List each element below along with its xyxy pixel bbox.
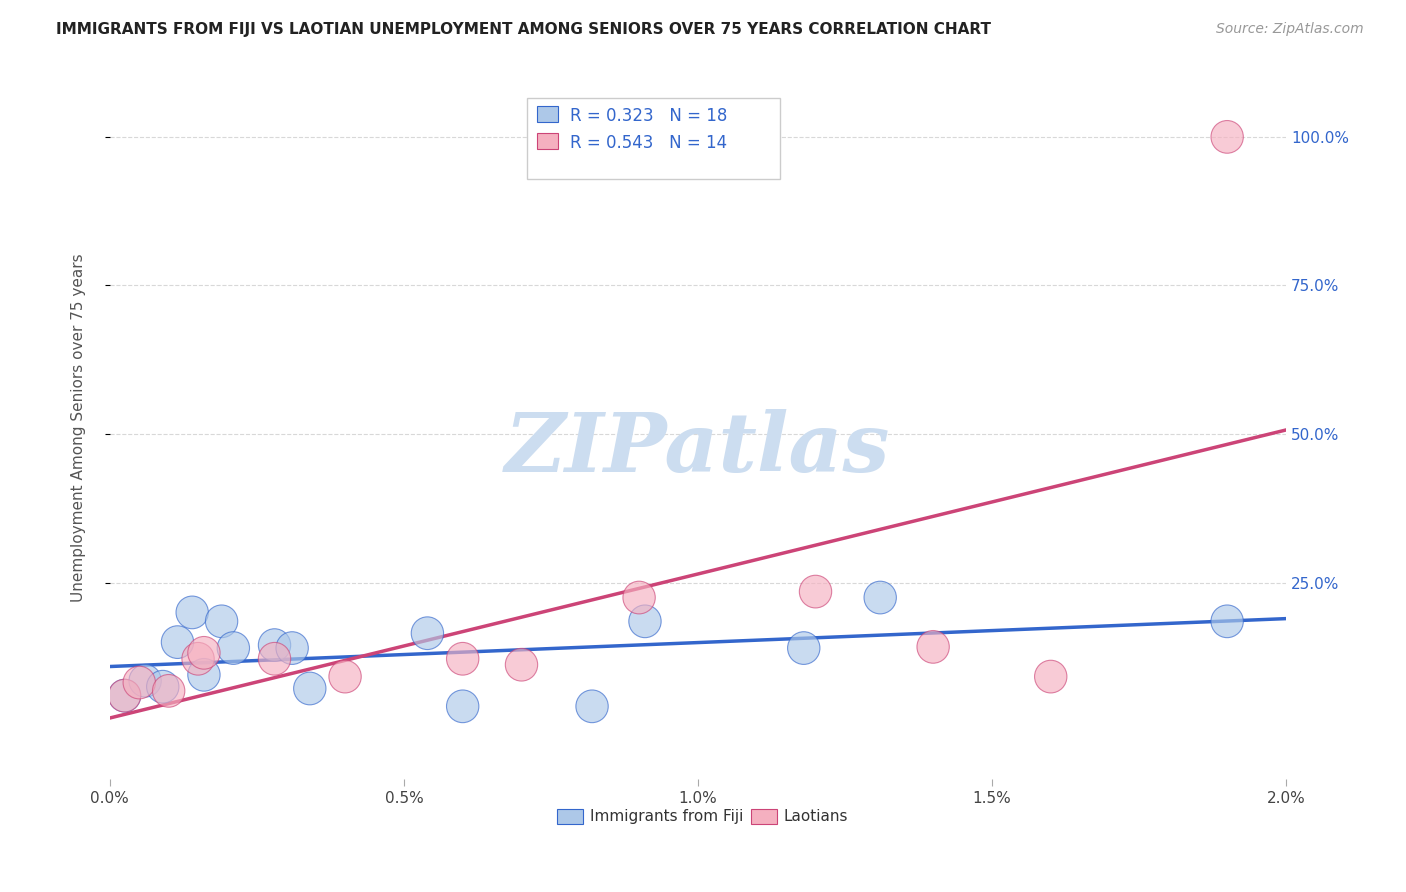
Ellipse shape (411, 617, 443, 649)
Ellipse shape (329, 660, 361, 693)
Ellipse shape (1035, 660, 1067, 693)
Text: Laotians: Laotians (783, 809, 848, 824)
Ellipse shape (628, 605, 661, 638)
Ellipse shape (1211, 120, 1243, 153)
Ellipse shape (129, 665, 162, 698)
Ellipse shape (108, 680, 141, 712)
Ellipse shape (1211, 605, 1243, 638)
Ellipse shape (276, 632, 308, 665)
Ellipse shape (176, 596, 208, 629)
Ellipse shape (447, 642, 479, 675)
Ellipse shape (623, 582, 655, 614)
Ellipse shape (188, 637, 221, 669)
Ellipse shape (505, 648, 537, 681)
Ellipse shape (205, 605, 238, 638)
Ellipse shape (181, 642, 214, 675)
Ellipse shape (108, 680, 141, 712)
Y-axis label: Unemployment Among Seniors over 75 years: Unemployment Among Seniors over 75 years (72, 254, 86, 602)
Ellipse shape (146, 671, 179, 703)
Text: Source: ZipAtlas.com: Source: ZipAtlas.com (1216, 22, 1364, 37)
FancyBboxPatch shape (557, 809, 582, 824)
Ellipse shape (447, 690, 479, 723)
FancyBboxPatch shape (537, 133, 558, 149)
Text: R = 0.323   N = 18: R = 0.323 N = 18 (569, 107, 727, 125)
Text: Immigrants from Fiji: Immigrants from Fiji (589, 809, 744, 824)
Ellipse shape (917, 631, 949, 664)
Ellipse shape (800, 575, 832, 608)
Ellipse shape (576, 690, 609, 723)
Ellipse shape (217, 632, 249, 665)
Ellipse shape (865, 582, 897, 614)
Ellipse shape (124, 666, 156, 699)
FancyBboxPatch shape (537, 106, 558, 122)
FancyBboxPatch shape (751, 809, 776, 824)
Ellipse shape (188, 658, 221, 691)
Text: IMMIGRANTS FROM FIJI VS LAOTIAN UNEMPLOYMENT AMONG SENIORS OVER 75 YEARS CORRELA: IMMIGRANTS FROM FIJI VS LAOTIAN UNEMPLOY… (56, 22, 991, 37)
Ellipse shape (787, 632, 820, 665)
Ellipse shape (294, 673, 326, 705)
Text: ZIPatlas: ZIPatlas (505, 409, 890, 489)
Ellipse shape (152, 674, 184, 707)
FancyBboxPatch shape (527, 98, 780, 179)
Ellipse shape (162, 626, 194, 658)
Ellipse shape (259, 642, 291, 675)
Text: R = 0.543   N = 14: R = 0.543 N = 14 (569, 134, 727, 152)
Ellipse shape (259, 629, 291, 662)
